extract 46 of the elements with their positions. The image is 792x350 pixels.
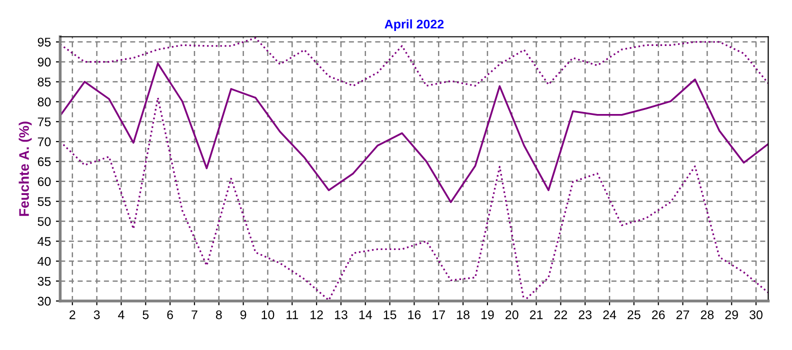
x-tick-label: 18 (457, 310, 470, 320)
x-tick-label: 2 (70, 310, 76, 320)
y-tick-label: 45 (38, 237, 51, 246)
x-tick-label: 29 (725, 310, 738, 320)
y-tick-label: 30 (38, 296, 51, 306)
x-tick-label: 12 (310, 310, 323, 320)
x-tick-label: 4 (118, 310, 124, 320)
x-tick-label: 9 (240, 310, 246, 320)
x-tick-label: 5 (142, 310, 149, 320)
y-tick-label: 90 (38, 58, 51, 67)
chart-title: April 2022 (384, 19, 444, 32)
x-tick-label: 11 (286, 310, 298, 320)
x-tick-label: 28 (700, 310, 714, 320)
x-tick-label: 17 (432, 310, 445, 320)
y-tick-label: 40 (38, 256, 51, 266)
y-tick-label: 55 (38, 197, 51, 206)
x-tick-label: 26 (652, 310, 665, 320)
y-tick-label: 85 (38, 78, 51, 86)
x-tick-label: 25 (628, 310, 640, 320)
x-tick-label: 13 (334, 310, 348, 320)
y-tick-label: 95 (38, 38, 51, 47)
y-tick-label: 80 (38, 98, 51, 106)
y-axis-title: Feuchte A. (%) (18, 122, 32, 216)
x-tick-label: 24 (603, 310, 616, 320)
x-tick-label: 15 (384, 310, 396, 320)
x-tick-label: 30 (750, 310, 762, 320)
x-tick-label: 3 (94, 310, 100, 320)
x-tick-label: 19 (481, 310, 494, 320)
x-tick-label: 21 (530, 310, 543, 320)
x-tick-label: 20 (506, 310, 518, 320)
line-series (60, 62, 768, 204)
y-tick-label: 75 (38, 118, 51, 126)
x-tick-label: 16 (408, 310, 421, 320)
y-tick-label: 65 (38, 157, 51, 166)
x-tick-label: 27 (676, 310, 690, 320)
x-tick-label: 23 (578, 310, 592, 320)
y-tick-label: 50 (38, 217, 51, 226)
y-tick-label: 60 (38, 177, 51, 186)
x-tick-label: 7 (192, 310, 198, 320)
y-tick-label: 70 (38, 137, 51, 146)
x-tick-label: 22 (554, 310, 568, 320)
x-tick-label: 14 (359, 310, 372, 320)
x-tick-label: 10 (262, 310, 274, 320)
x-tick-label: 6 (167, 310, 173, 320)
y-tick-label: 35 (38, 276, 51, 286)
x-tick-label: 8 (216, 310, 222, 320)
